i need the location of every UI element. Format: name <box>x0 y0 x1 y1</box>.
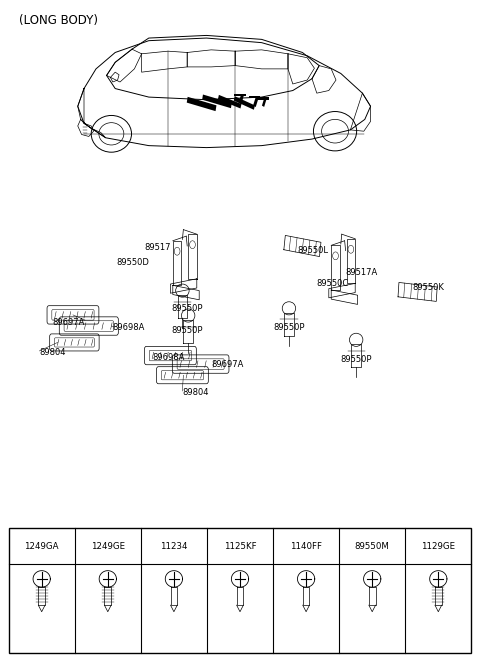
Text: 89517A: 89517A <box>346 268 378 277</box>
Polygon shape <box>239 94 244 104</box>
Text: 1249GE: 1249GE <box>91 542 125 550</box>
Text: 89697A: 89697A <box>211 359 243 369</box>
Text: 89517: 89517 <box>144 243 170 253</box>
Text: 89698A: 89698A <box>113 323 145 333</box>
Text: 89550K: 89550K <box>413 283 444 292</box>
Text: 89550P: 89550P <box>172 304 204 313</box>
Polygon shape <box>234 96 255 110</box>
Polygon shape <box>234 94 246 96</box>
Polygon shape <box>257 97 269 100</box>
Text: 1140FF: 1140FF <box>290 542 322 550</box>
Text: 89550P: 89550P <box>172 326 204 335</box>
Text: 89697A: 89697A <box>53 318 85 327</box>
Text: 89550L: 89550L <box>298 246 329 255</box>
Text: 1129GE: 1129GE <box>421 542 456 550</box>
Text: 89804: 89804 <box>39 348 66 358</box>
Text: 89550P: 89550P <box>274 323 305 333</box>
Polygon shape <box>202 94 232 108</box>
Polygon shape <box>187 97 216 111</box>
Bar <box>9 528 471 653</box>
Text: 89698A: 89698A <box>153 353 185 362</box>
Polygon shape <box>262 98 266 107</box>
Text: 89550D: 89550D <box>116 258 149 267</box>
Text: 11234: 11234 <box>160 542 188 550</box>
Text: 1125KF: 1125KF <box>224 542 256 550</box>
Text: 89550P: 89550P <box>341 355 372 364</box>
Polygon shape <box>253 96 259 107</box>
Text: 1249GA: 1249GA <box>24 542 59 550</box>
Polygon shape <box>218 95 241 108</box>
Text: (LONG BODY): (LONG BODY) <box>19 14 98 28</box>
Text: 89804: 89804 <box>182 388 209 397</box>
Polygon shape <box>249 96 260 98</box>
Text: 89550C: 89550C <box>317 279 349 288</box>
Text: 89550M: 89550M <box>355 542 390 550</box>
